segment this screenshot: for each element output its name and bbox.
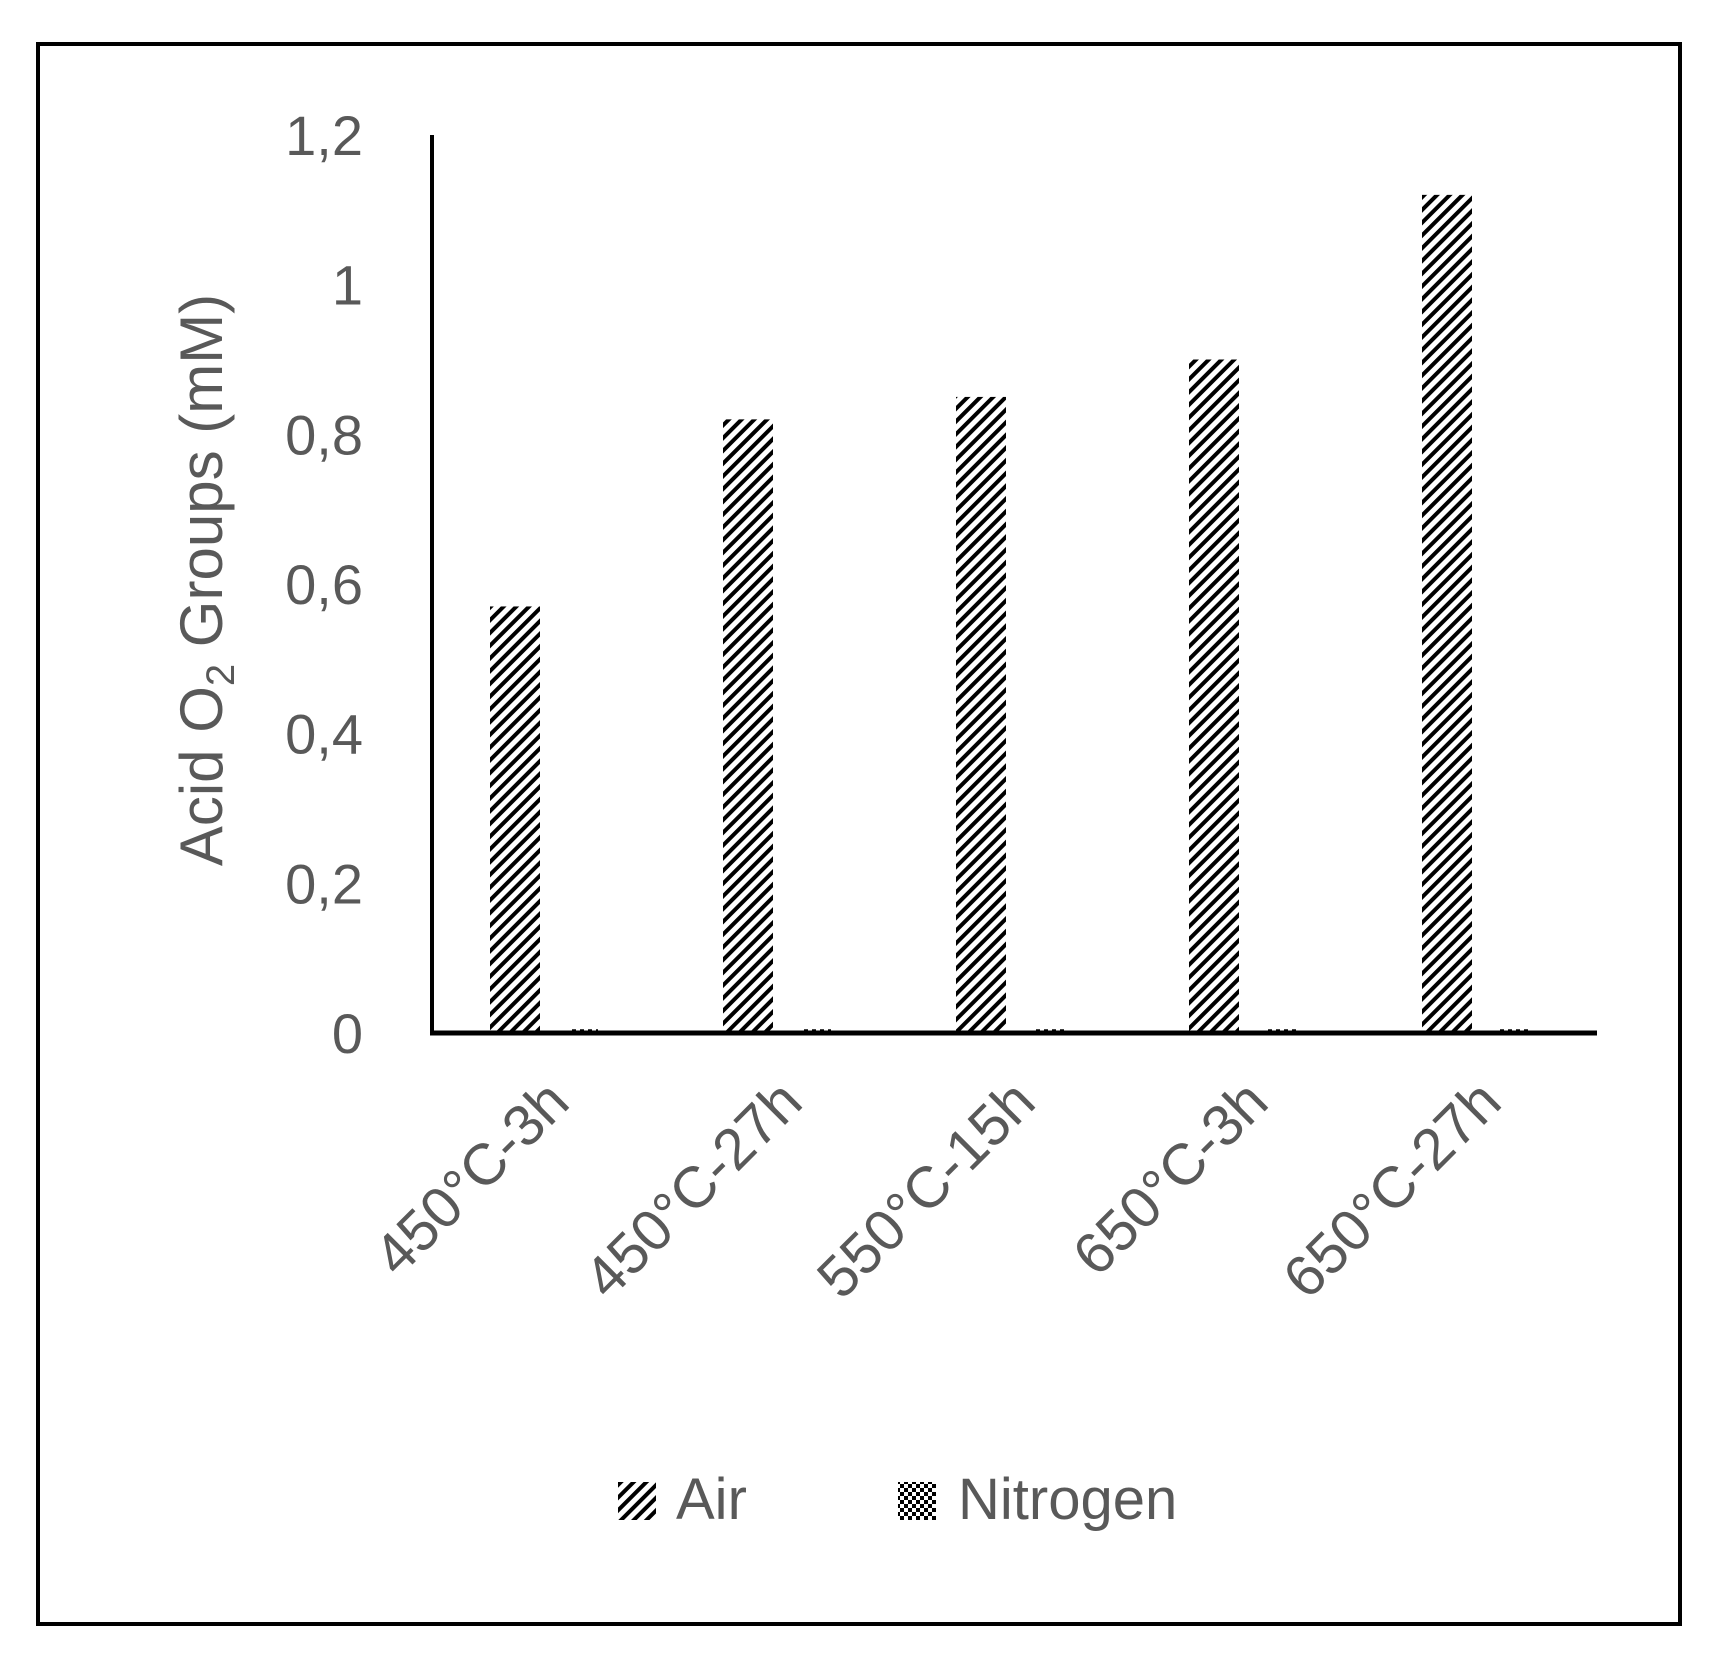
bar-air (1422, 194, 1472, 1033)
category-label: 450°C-3h (362, 1068, 582, 1288)
y-tick-label: 0,2 (285, 852, 363, 915)
chart-frame (36, 42, 1682, 1626)
y-tick-labels: 0 0,2 0,4 0,6 0,8 1 1,2 (285, 104, 363, 1065)
category-label: 650°C-27h (1271, 1068, 1513, 1310)
legend-label-nitrogen: Nitrogen (958, 1467, 1177, 1532)
category-label: 450°C-27h (572, 1068, 814, 1310)
y-axis-title: Acid O2 Groups (mM) (168, 294, 243, 866)
y-tick-label: 0,8 (285, 403, 363, 466)
legend-swatch-air (618, 1482, 656, 1520)
bars (490, 194, 1530, 1034)
y-tick-label: 0,6 (285, 553, 363, 616)
y-tick-label: 0,4 (285, 703, 363, 766)
y-axis-title-prefix: Acid O (168, 686, 235, 866)
legend: Air Nitrogen (618, 1467, 1177, 1532)
legend-label-air: Air (676, 1467, 747, 1532)
legend-swatch-nitrogen (898, 1482, 936, 1520)
y-axis-title-subscript: 2 (199, 664, 243, 686)
bar-air (723, 419, 773, 1033)
bar-air (1189, 359, 1239, 1033)
y-tick-label: 1 (332, 254, 363, 317)
y-tick-label: 0 (332, 1002, 363, 1065)
bar-air (956, 396, 1006, 1034)
y-tick-label: 1,2 (285, 104, 363, 167)
category-label: 650°C-3h (1061, 1068, 1281, 1288)
bar-air (490, 606, 540, 1033)
category-label: 550°C-15h (805, 1068, 1047, 1310)
y-axis-title-suffix: Groups (mM) (168, 294, 235, 664)
